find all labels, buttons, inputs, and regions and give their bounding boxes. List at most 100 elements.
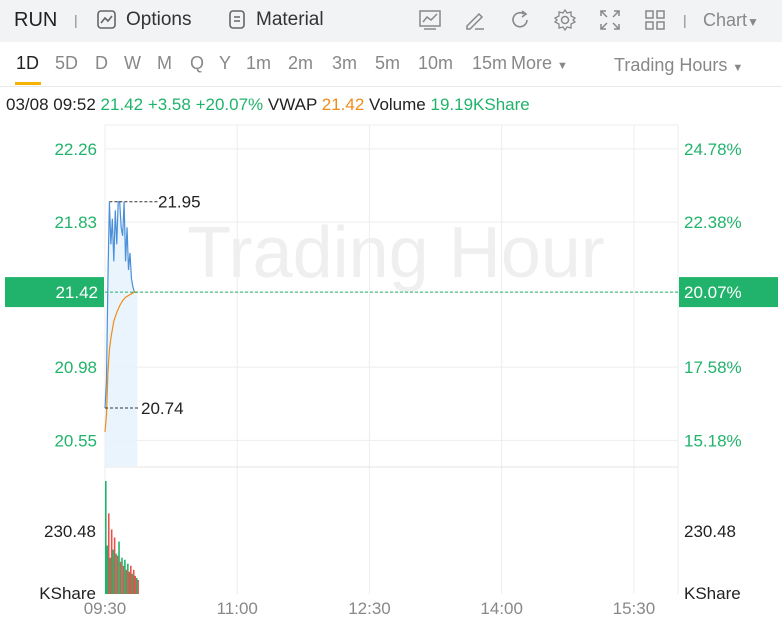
layout-icon[interactable] <box>643 8 667 32</box>
tab-y[interactable]: Y <box>219 53 232 73</box>
volume-bar <box>137 579 139 594</box>
volume-value: 19.19KShare <box>430 95 530 114</box>
options-icon <box>97 10 116 29</box>
volume-axis-left-value: 230.48 <box>44 522 96 541</box>
tab-1d[interactable]: 1D <box>16 53 40 73</box>
volume-axis-left-unit: KShare <box>39 584 96 603</box>
volume-bar <box>128 571 131 594</box>
ticker-symbol: RUN <box>14 9 58 31</box>
x-tick: 14:00 <box>480 599 523 618</box>
more-dropdown[interactable]: More ▼ <box>511 53 568 74</box>
volume-bar <box>105 481 107 594</box>
volume-bar <box>129 565 132 594</box>
volume-bar <box>132 569 135 594</box>
vwap-label: VWAP <box>267 95 318 114</box>
y-tick-right: 15.18% <box>684 431 742 450</box>
divider: | <box>74 12 78 28</box>
y-tick-left: 21.83 <box>54 213 97 232</box>
tab-m[interactable]: M <box>157 53 172 73</box>
trading-hours-label: Trading Hours <box>614 55 728 75</box>
volume-bar <box>116 555 119 594</box>
quote-datetime: 03/08 09:52 <box>6 95 96 114</box>
x-tick: 12:30 <box>348 599 391 618</box>
trading-hours-dropdown[interactable]: Trading Hours ▼ <box>614 55 743 76</box>
volume-bar <box>127 563 129 594</box>
settings-icon[interactable] <box>553 8 577 32</box>
tab-w[interactable]: W <box>124 53 141 73</box>
tab-10m[interactable]: 10m <box>418 53 454 73</box>
y-tick-right: 22.38% <box>684 213 742 232</box>
tab-5d[interactable]: 5D <box>55 53 79 73</box>
y-tick-left: 22.26 <box>54 140 97 159</box>
price-area <box>105 201 138 466</box>
tab-q[interactable]: Q <box>190 53 205 73</box>
volume-bars <box>105 481 139 594</box>
current-price-label: 21.42 <box>55 283 98 302</box>
chart-lines <box>104 201 678 432</box>
chart-label: Chart <box>703 10 748 30</box>
quote-info-line: 03/08 09:52 21.42 +3.58 +20.07% VWAP 21.… <box>6 95 530 115</box>
chart-dropdown[interactable]: Chart▼ <box>703 10 759 31</box>
material-label: Material <box>256 9 324 30</box>
x-tick: 15:30 <box>613 599 656 618</box>
price-area-fill <box>105 201 138 466</box>
high-label: 21.95 <box>158 193 201 212</box>
y-tick-right: 17.58% <box>684 358 742 377</box>
options-label: Options <box>126 9 192 30</box>
volume-bar <box>135 577 138 594</box>
volume-label: Volume <box>369 95 426 114</box>
vwap-line <box>104 291 138 432</box>
x-tick: 09:30 <box>84 599 127 618</box>
chevron-down-icon: ▼ <box>557 60 568 72</box>
vwap-value: 21.42 <box>321 95 365 114</box>
options-button[interactable]: Options <box>96 9 191 31</box>
y-tick-right: 24.78% <box>684 140 742 159</box>
current-pct-label: 20.07% <box>684 283 742 302</box>
material-icon <box>229 10 245 29</box>
current-price-badge <box>5 277 104 308</box>
volume-bar <box>119 561 122 594</box>
volume-axis-right-value: 230.48 <box>684 522 736 541</box>
tab-15m[interactable]: 15m <box>472 53 508 73</box>
volume-bar <box>106 545 109 594</box>
volume-bar <box>121 557 123 594</box>
volume-bar <box>110 529 113 594</box>
divider: | <box>683 12 687 28</box>
volume-bar <box>131 573 134 594</box>
y-tick-left: 20.98 <box>54 358 97 377</box>
tab-1m[interactable]: 1m <box>246 53 272 73</box>
tab-5m[interactable]: 5m <box>375 53 401 73</box>
tab-2m[interactable]: 2m <box>288 53 314 73</box>
axis-labels: 21.95 20.74 22.26 24.78% 21.83 22.38% 20.98 17.… <box>5 140 778 618</box>
period-tabs: 1D 5D D W M Q Y 1m 2m 3m 5m 10m 15m More… <box>0 44 782 87</box>
volume-bar <box>122 565 125 594</box>
material-button[interactable]: Material <box>228 9 324 31</box>
tab-3m[interactable]: 3m <box>332 53 358 73</box>
quote-change: +3.58 <box>147 95 191 114</box>
active-tab-indicator <box>15 82 41 85</box>
volume-bar <box>113 537 116 594</box>
volume-bar <box>109 557 112 594</box>
volume-bar <box>115 553 117 594</box>
indicator-icon[interactable] <box>418 8 442 32</box>
refresh-icon[interactable] <box>508 8 532 32</box>
top-toolbar: RUN | Options Material | Chart▼ <box>0 0 782 42</box>
x-tick: 11:00 <box>217 599 258 618</box>
tab-d[interactable]: D <box>95 53 108 73</box>
quote-price: 21.42 <box>100 95 144 114</box>
volume-bar <box>134 575 136 594</box>
volume-bar <box>112 549 114 594</box>
chevron-down-icon: ▼ <box>732 62 744 74</box>
fullscreen-icon[interactable] <box>598 8 622 32</box>
volume-axis-right-unit: KShare <box>684 584 741 603</box>
volume-bar <box>125 569 128 594</box>
y-tick-left: 20.55 <box>54 431 97 450</box>
watermark: Trading Hour <box>187 213 605 293</box>
chevron-down-icon: ▼ <box>747 15 759 29</box>
draw-icon[interactable] <box>463 8 487 32</box>
quote-change-pct: +20.07% <box>195 95 264 114</box>
price-line <box>104 201 138 409</box>
volume-bar <box>118 541 120 594</box>
current-pct-badge <box>679 277 778 308</box>
